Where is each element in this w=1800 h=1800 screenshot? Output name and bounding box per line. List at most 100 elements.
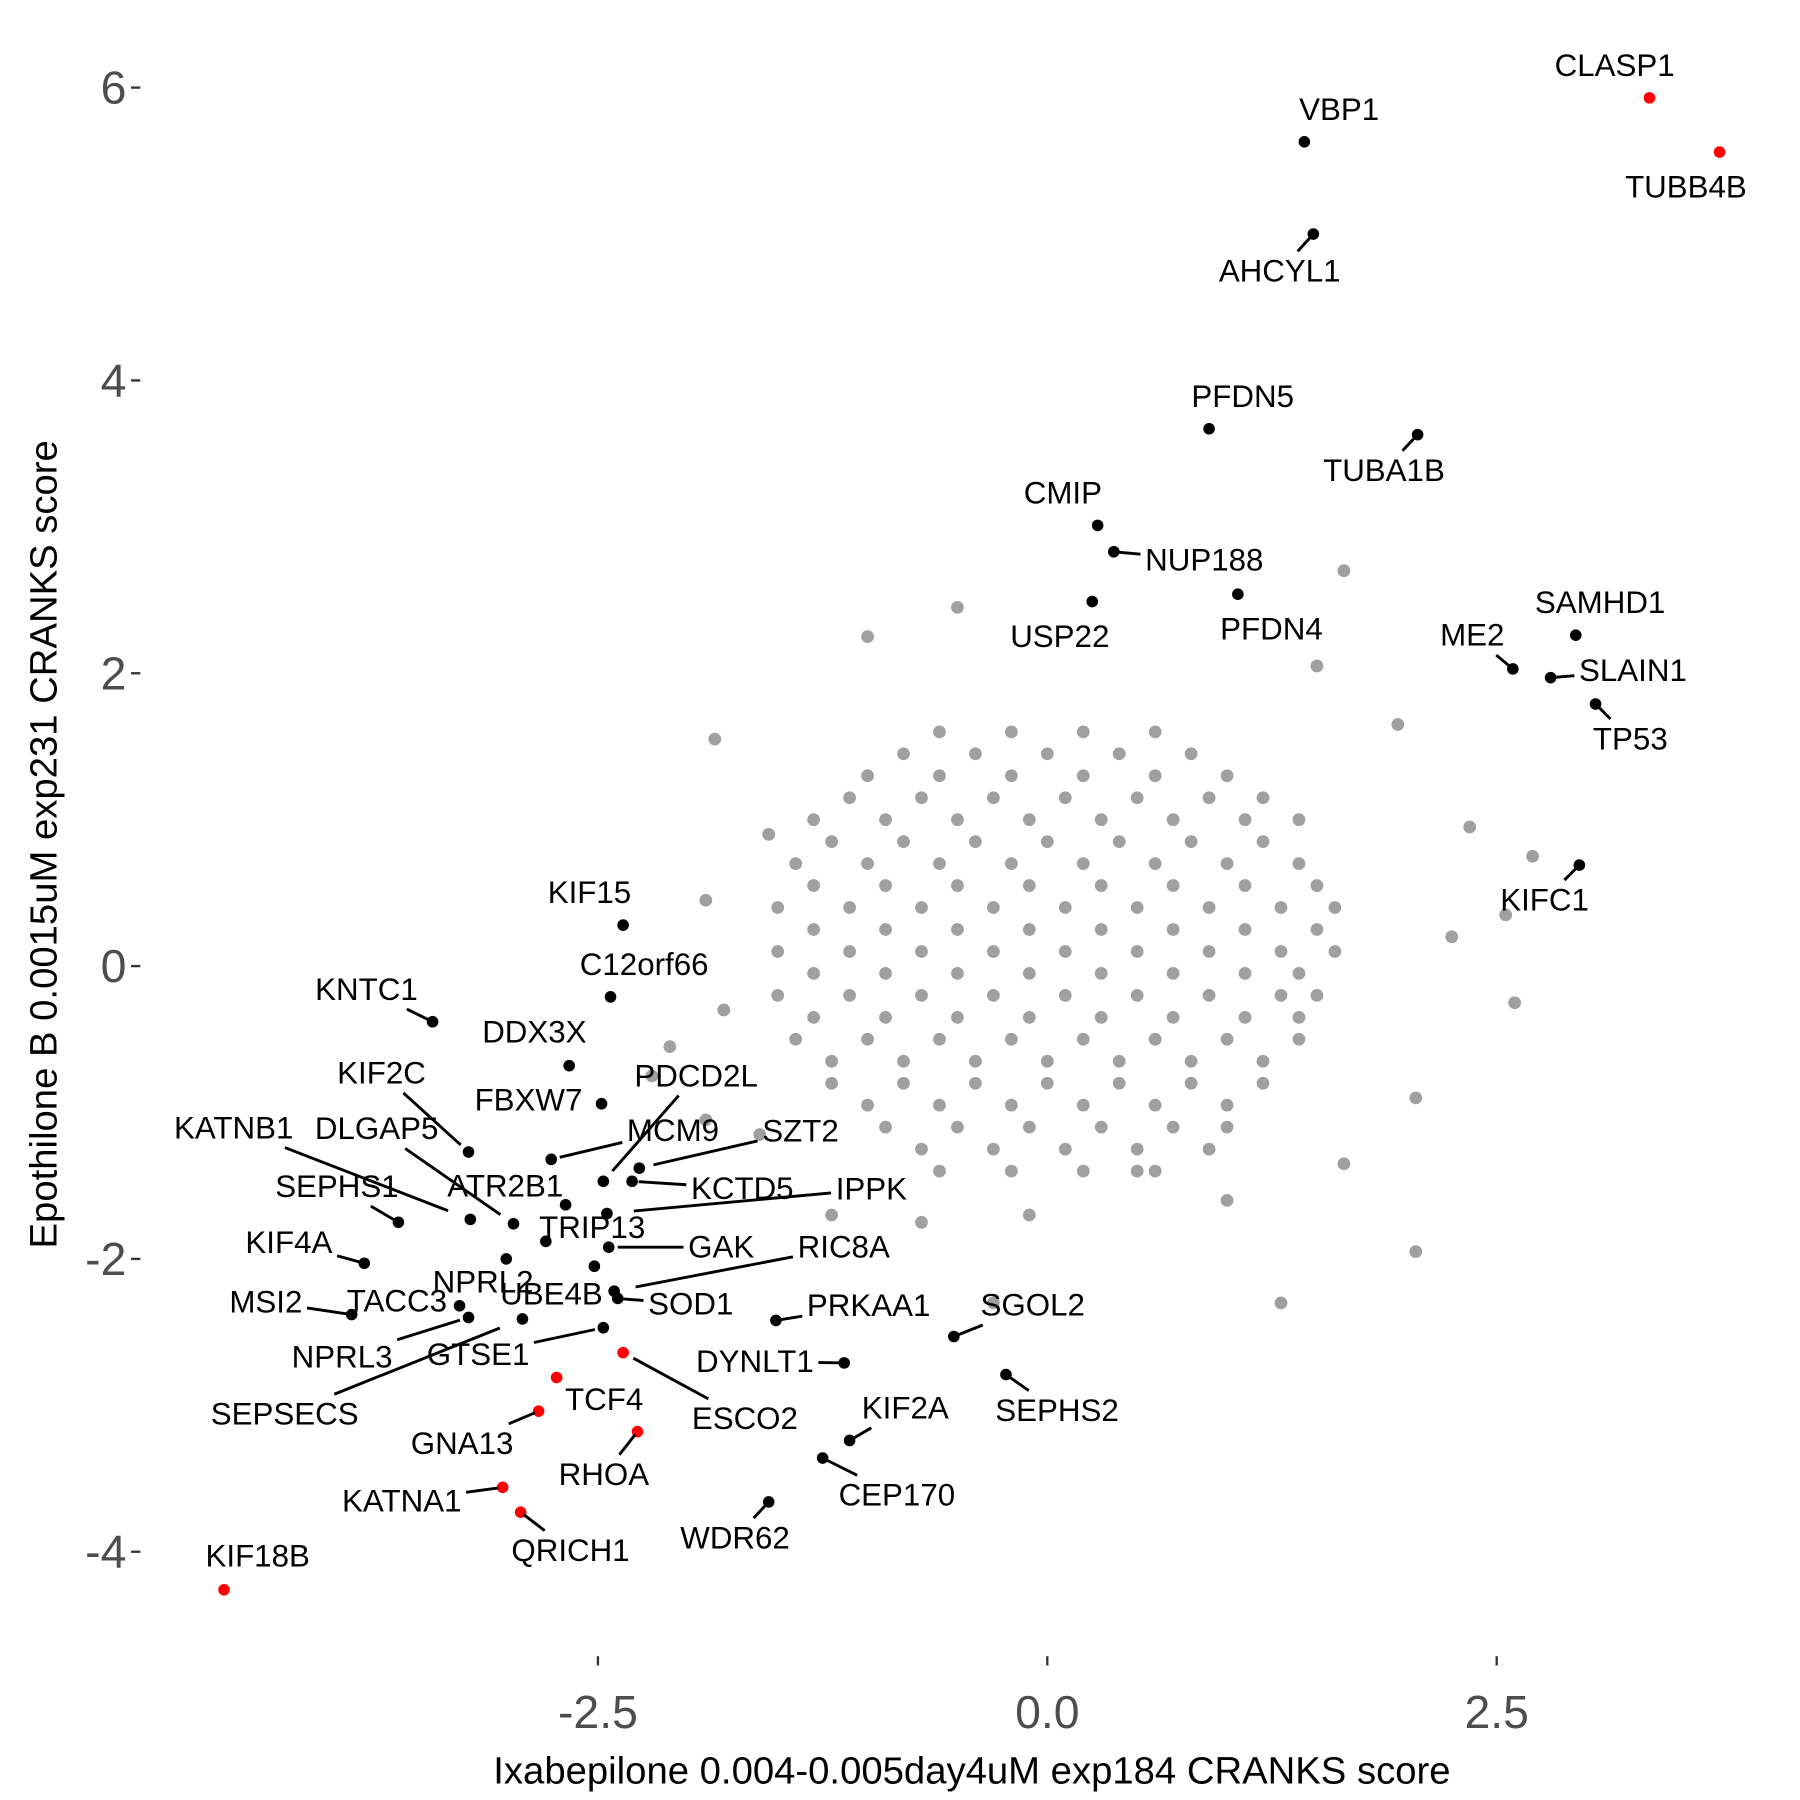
point xyxy=(861,630,874,644)
point xyxy=(838,1357,850,1369)
leader-line xyxy=(826,1458,858,1477)
leader-line xyxy=(1495,653,1512,669)
point xyxy=(879,879,892,892)
leader-line xyxy=(370,1204,396,1222)
point xyxy=(1256,835,1270,849)
point-label: VBP1 xyxy=(1299,92,1379,127)
point xyxy=(1004,1032,1018,1046)
point-label: CEP170 xyxy=(839,1478,956,1513)
point xyxy=(843,945,856,958)
point xyxy=(1040,1076,1054,1090)
y-tick-label: 2 xyxy=(101,647,127,699)
point xyxy=(602,1241,615,1254)
point xyxy=(1130,901,1144,914)
point xyxy=(588,1260,601,1273)
point xyxy=(1148,1032,1162,1046)
leader-line xyxy=(1563,865,1579,882)
point xyxy=(933,769,946,783)
point xyxy=(516,1313,529,1325)
point xyxy=(771,988,785,1002)
point xyxy=(969,1054,982,1068)
point xyxy=(1544,671,1557,684)
point xyxy=(1040,835,1054,849)
point-label: KIF2C xyxy=(337,1056,426,1091)
point xyxy=(507,1217,520,1230)
leader-line xyxy=(618,1433,637,1456)
point xyxy=(987,791,1000,805)
point xyxy=(1328,945,1342,958)
leader-line xyxy=(559,1141,623,1159)
point xyxy=(861,1098,874,1112)
point xyxy=(1022,879,1036,892)
point xyxy=(1202,945,1216,958)
point-label: DDX3X xyxy=(482,1015,586,1050)
point xyxy=(1337,564,1351,578)
point-label: PFDN5 xyxy=(1191,379,1294,414)
point xyxy=(1130,945,1144,958)
point xyxy=(1499,908,1513,922)
point xyxy=(1086,595,1099,608)
point xyxy=(1202,988,1216,1002)
point xyxy=(1166,1010,1180,1024)
point xyxy=(1569,629,1582,641)
point-label: SAMHD1 xyxy=(1535,585,1665,620)
x-tick-label: 2.5 xyxy=(1464,1686,1528,1738)
point-label: TRIP13 xyxy=(539,1210,645,1245)
point xyxy=(1203,422,1215,435)
point-label: TUBB4B xyxy=(1625,169,1747,204)
point xyxy=(1391,718,1405,731)
point xyxy=(1238,923,1252,936)
point xyxy=(987,988,1000,1002)
point xyxy=(969,835,982,849)
point xyxy=(1022,1208,1036,1222)
point xyxy=(1108,545,1120,558)
point xyxy=(1184,835,1198,849)
point xyxy=(392,1216,405,1229)
point xyxy=(699,893,713,907)
leader-line xyxy=(522,1513,546,1532)
point xyxy=(1292,813,1306,827)
point-label: NPRL3 xyxy=(292,1339,393,1374)
point xyxy=(1298,135,1311,148)
point xyxy=(1274,945,1288,958)
point xyxy=(1022,923,1036,936)
y-tick-label: 4 xyxy=(101,354,127,406)
point xyxy=(1130,1164,1144,1178)
point xyxy=(595,1097,608,1110)
point xyxy=(879,923,892,936)
point xyxy=(1445,930,1459,944)
leader-line xyxy=(508,1411,536,1426)
point-label: DYNLT1 xyxy=(696,1344,814,1379)
y-axis-title: Epothilone B 0.0015uM exp231 CRANKS scor… xyxy=(23,440,66,1248)
point xyxy=(1220,857,1234,870)
point xyxy=(496,1481,509,1494)
point xyxy=(861,1032,874,1046)
point xyxy=(1112,1054,1126,1068)
point-label: TP53 xyxy=(1593,721,1668,756)
point xyxy=(1022,1010,1036,1024)
point xyxy=(1022,967,1036,980)
point xyxy=(358,1257,371,1270)
leader-line xyxy=(1596,704,1612,721)
point xyxy=(1232,588,1244,601)
point xyxy=(951,967,964,980)
point xyxy=(987,901,1000,914)
point-label: USP22 xyxy=(1010,619,1109,654)
point xyxy=(915,945,928,958)
point xyxy=(1166,923,1180,936)
point xyxy=(861,769,874,783)
point xyxy=(1022,813,1036,827)
point-label: TCF4 xyxy=(565,1382,643,1417)
point xyxy=(1274,901,1288,914)
leader-line xyxy=(336,1254,362,1264)
point xyxy=(1292,1010,1306,1024)
point xyxy=(1202,1142,1216,1156)
point xyxy=(825,1054,838,1068)
leader-line xyxy=(533,1328,596,1344)
point xyxy=(915,901,928,914)
point xyxy=(897,835,910,849)
point xyxy=(897,1076,910,1090)
point-label: ME2 xyxy=(1440,618,1504,653)
point xyxy=(807,923,821,936)
